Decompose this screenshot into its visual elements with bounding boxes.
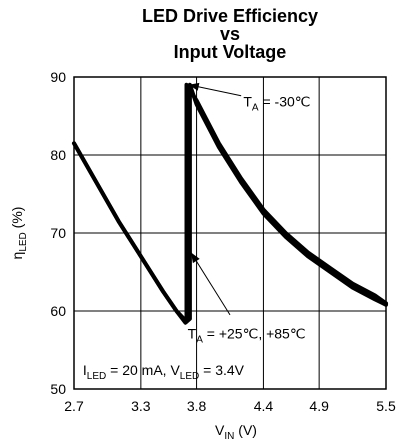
annotation-3: ILED = 20 mA, VLED = 3.4V — [83, 362, 245, 382]
tick-labels: 50 60 70 80 90 2.7 3.3 3.8 4.4 4.9 5.5 — [50, 69, 396, 414]
y-tick-label: 50 — [50, 381, 66, 397]
y-tick-label: 70 — [50, 225, 66, 241]
series-group — [72, 82, 388, 325]
x-tick-label: 3.3 — [131, 398, 151, 414]
x-tick-label: 2.7 — [64, 398, 84, 414]
x-tick-label: 5.5 — [376, 398, 396, 414]
x-axis-label: VIN (V) — [215, 422, 257, 442]
x-tick-label: 4.4 — [254, 398, 274, 414]
annotation-1: TA = -30℃ — [243, 94, 310, 114]
y-tick-label: 60 — [50, 303, 66, 319]
y-tick-label: 80 — [50, 147, 66, 163]
x-tick-label: 4.9 — [309, 398, 329, 414]
annotation-arrow-2 — [190, 252, 231, 316]
chart-title-line-2: vs — [220, 24, 240, 44]
series-line-2 — [72, 82, 388, 323]
annotation-arrowhead-1 — [188, 82, 200, 91]
chart-title-line-1: LED Drive Efficiency — [142, 6, 318, 26]
annotations: TA = -30℃ TA = +25℃, +85℃ ILED = 20 mA, VL… — [83, 82, 311, 382]
x-tick-label: 3.8 — [187, 398, 207, 414]
plot-frame — [73, 76, 387, 390]
axis-labels: VIN (V) ηLED (%) — [9, 207, 257, 442]
annotation-arrowhead-2 — [191, 252, 200, 264]
y-axis-label: ηLED (%) — [9, 207, 29, 260]
grid — [74, 77, 386, 389]
annotation-2: TA = +25℃, +85℃ — [188, 325, 306, 345]
chart-title-line-3: Input Voltage — [174, 42, 287, 62]
series-line-1 — [72, 82, 388, 325]
y-tick-label: 90 — [50, 69, 66, 85]
